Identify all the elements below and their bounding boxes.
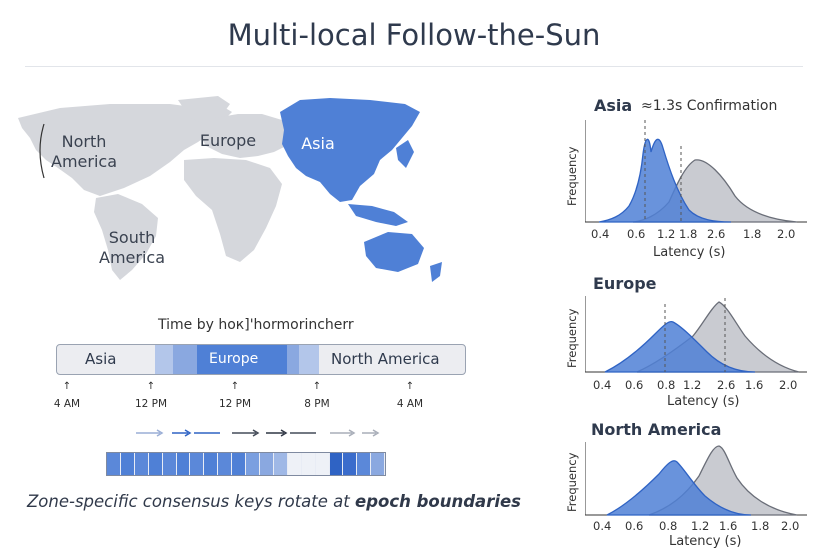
map-label-asia: Asia xyxy=(301,134,335,153)
map-south-america xyxy=(94,194,158,280)
up-arrow-icon: ↑ xyxy=(405,381,415,392)
map-label-south-america: South America xyxy=(99,228,165,267)
chart-panel-europe: Europe Frequency 0.4 0.6 0.8 1.2 2.6 1.6… xyxy=(555,274,810,444)
map-north-america xyxy=(18,104,232,196)
chart-panel-asia: Asia ≈1.3s Confirmation Frequency 0.4 0.… xyxy=(555,96,810,266)
up-arrow-icon: ↑ xyxy=(62,381,72,392)
map-marker-line xyxy=(39,123,45,179)
timeline-tick-5: ↑ 4 AM xyxy=(380,381,440,411)
chart-panel-north-america: North America Frequency 0.4 0.6 0.8 1.2 … xyxy=(555,420,810,552)
timeline-tick-4: ↑ 8 PM xyxy=(287,381,347,411)
up-arrow-icon: ↑ xyxy=(312,381,322,392)
x-axis-label: Latency (s) xyxy=(667,394,740,409)
map-se-asia-islands xyxy=(348,204,408,226)
x-axis-label: Latency (s) xyxy=(653,245,726,260)
key-rotation-arrows xyxy=(136,429,380,437)
caption: Zone-specific consensus keys rotate at e… xyxy=(26,492,521,511)
map-label-north-america: North America xyxy=(51,132,117,171)
confirmation-annotation: ≈1.3s Confirmation xyxy=(641,98,778,114)
y-axis-label: Frequency xyxy=(565,452,579,512)
timeline-bar: Asia Europe North America xyxy=(56,344,466,375)
world-map xyxy=(18,96,442,282)
map-australia xyxy=(364,232,424,272)
timeline-segment-north-america: North America xyxy=(331,350,440,368)
y-axis-label: Frequency xyxy=(565,308,579,368)
map-new-zealand xyxy=(430,262,442,282)
timeline-segment-europe: Europe xyxy=(209,351,259,367)
map-japan xyxy=(396,140,414,168)
map-europe xyxy=(196,114,290,158)
chart-north-america xyxy=(585,442,807,516)
map-label-europe: Europe xyxy=(199,131,257,150)
y-axis-label: Frequency xyxy=(565,146,579,206)
chart-title-asia: Asia xyxy=(594,96,633,115)
timeline-tick-1: ↑ 4 AM xyxy=(37,381,97,411)
title-divider xyxy=(25,66,803,67)
up-arrow-icon: ↑ xyxy=(146,381,156,392)
map-greenland xyxy=(178,96,230,124)
x-axis-label: Latency (s) xyxy=(669,534,742,549)
chart-title-north-america: North America xyxy=(591,420,722,439)
timeline-segment-asia: Asia xyxy=(85,350,117,368)
timeline-title: Time by hoк]'hormorincherr xyxy=(158,317,354,333)
map-asia xyxy=(280,98,420,202)
up-arrow-icon: ↑ xyxy=(230,381,240,392)
chart-europe xyxy=(585,296,807,373)
timeline-tick-2: ↑ 12 PM xyxy=(121,381,181,411)
page-title: Multi-local Follow-the-Sun xyxy=(227,18,601,52)
chart-asia xyxy=(585,120,807,223)
chart-title-europe: Europe xyxy=(593,274,657,293)
epoch-key-strip xyxy=(106,452,386,476)
map-africa xyxy=(184,158,282,262)
timeline-tick-3: ↑ 12 PM xyxy=(205,381,265,411)
